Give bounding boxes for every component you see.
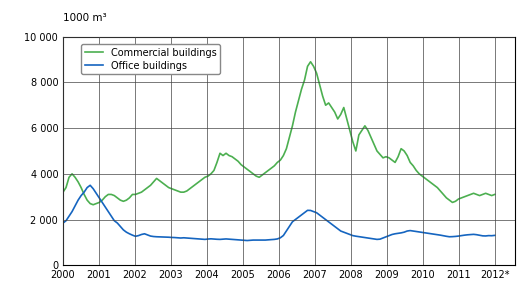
Commercial buildings	[413, 169, 419, 172]
Commercial buildings	[308, 60, 314, 64]
Commercial buildings	[127, 196, 133, 200]
Commercial buildings	[60, 190, 66, 194]
Commercial buildings	[374, 149, 380, 153]
Legend: Commercial buildings, Office buildings: Commercial buildings, Office buildings	[81, 44, 220, 74]
Line: Office buildings: Office buildings	[63, 185, 495, 241]
Text: 1000 m³: 1000 m³	[63, 13, 107, 23]
Commercial buildings	[491, 193, 498, 196]
Office buildings	[419, 231, 425, 234]
Office buildings	[244, 239, 250, 242]
Office buildings	[374, 238, 380, 241]
Office buildings	[60, 221, 66, 225]
Commercial buildings	[196, 180, 202, 184]
Office buildings	[491, 234, 498, 237]
Office buildings	[196, 237, 202, 241]
Office buildings	[413, 230, 419, 233]
Commercial buildings	[90, 203, 97, 206]
Office buildings	[87, 183, 93, 187]
Line: Commercial buildings: Commercial buildings	[63, 62, 495, 205]
Office buildings	[127, 232, 133, 235]
Commercial buildings	[93, 202, 99, 206]
Commercial buildings	[419, 174, 425, 178]
Office buildings	[93, 192, 99, 195]
